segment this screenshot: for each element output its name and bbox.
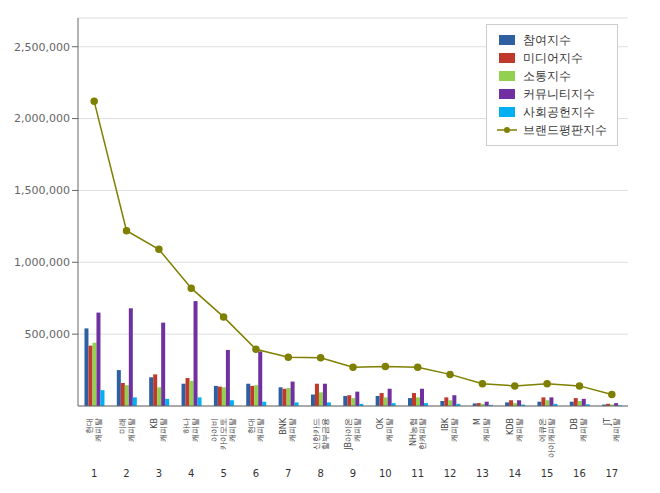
svg-text:10: 10: [379, 468, 392, 479]
svg-text:2: 2: [123, 468, 129, 479]
svg-text:아이캐피탈: 아이캐피탈: [547, 418, 556, 458]
svg-text:캐피탈: 캐피탈: [450, 418, 459, 442]
html-text:미디어지수: 미디어지수: [523, 51, 583, 65]
svg-text:DB: DB: [570, 418, 579, 430]
svg-text:캐피탈: 캐피탈: [385, 418, 394, 442]
svg-text:4: 4: [188, 468, 194, 479]
html-text:사회공헌지수: 사회공헌지수: [523, 105, 595, 119]
html-text:커뮤니티지수: 커뮤니티지수: [523, 87, 595, 101]
svg-text:캐피탈: 캐피탈: [159, 418, 168, 442]
svg-text:500,000: 500,000: [25, 328, 71, 341]
html-text:참여지수: 참여지수: [523, 33, 571, 47]
svg-text:2,000,000: 2,000,000: [14, 112, 70, 125]
svg-text:7: 7: [285, 468, 291, 479]
svg-text:1: 1: [91, 468, 97, 479]
html-text:소통지수: 소통지수: [523, 69, 571, 83]
svg-text:캐피탈: 캐피탈: [94, 418, 103, 442]
svg-text:아이비: 아이비: [210, 418, 219, 442]
svg-text:8: 8: [317, 468, 323, 479]
svg-text:17: 17: [605, 468, 618, 479]
svg-text:12: 12: [444, 468, 457, 479]
svg-text:OK: OK: [376, 417, 385, 429]
svg-text:캐피탈: 캐피탈: [288, 418, 297, 442]
svg-text:1,500,000: 1,500,000: [14, 184, 70, 197]
svg-text:6: 6: [253, 468, 259, 479]
svg-text:캐피탈: 캐피탈: [482, 418, 491, 442]
svg-text:15: 15: [541, 468, 554, 479]
svg-text:에큐온: 에큐온: [538, 418, 547, 442]
svg-text:한캐피탈: 한캐피탈: [418, 418, 427, 450]
svg-text:캐피탈: 캐피탈: [127, 418, 136, 442]
svg-text:현대: 현대: [247, 418, 256, 434]
html-text:브랜드평판지수: 브랜드평판지수: [523, 123, 607, 137]
svg-text:미래: 미래: [118, 418, 127, 434]
svg-text:캐피탈: 캐피탈: [579, 418, 588, 442]
svg-text:캐피탈: 캐피탈: [612, 418, 621, 442]
svg-text:캐피탈: 캐피탈: [191, 418, 200, 442]
svg-text:카이모토: 카이모토: [219, 418, 228, 450]
svg-text:IBK: IBK: [441, 417, 450, 431]
svg-text:14: 14: [508, 468, 521, 479]
svg-text:BNK: BNK: [279, 417, 288, 434]
svg-text:KDB: KDB: [506, 418, 515, 435]
svg-text:3: 3: [156, 468, 162, 479]
svg-text:11: 11: [411, 468, 424, 479]
svg-text:캐피탈: 캐피탈: [228, 418, 237, 442]
svg-text:캐피탈: 캐피탈: [353, 418, 362, 442]
svg-text:13: 13: [476, 468, 489, 479]
svg-text:JT: JT: [603, 418, 612, 426]
svg-text:신한카드: 신한카드: [312, 418, 321, 450]
svg-text:2,500,000: 2,500,000: [14, 41, 70, 54]
svg-text:캐피탈: 캐피탈: [515, 418, 524, 442]
svg-text:5: 5: [220, 468, 226, 479]
svg-text:1,000,000: 1,000,000: [14, 256, 70, 269]
svg-text:NH농협: NH농협: [409, 418, 418, 446]
svg-text:16: 16: [573, 468, 586, 479]
svg-text:할부금융: 할부금융: [321, 418, 330, 450]
svg-text:캐피탈: 캐피탈: [256, 418, 265, 442]
svg-text:현대: 현대: [85, 418, 94, 434]
svg-text:하나: 하나: [182, 418, 191, 434]
svg-text:KB: KB: [150, 418, 159, 429]
svg-text:9: 9: [350, 468, 356, 479]
svg-text:M: M: [473, 418, 482, 425]
svg-text:JB아이온: JB아이온: [344, 418, 353, 451]
